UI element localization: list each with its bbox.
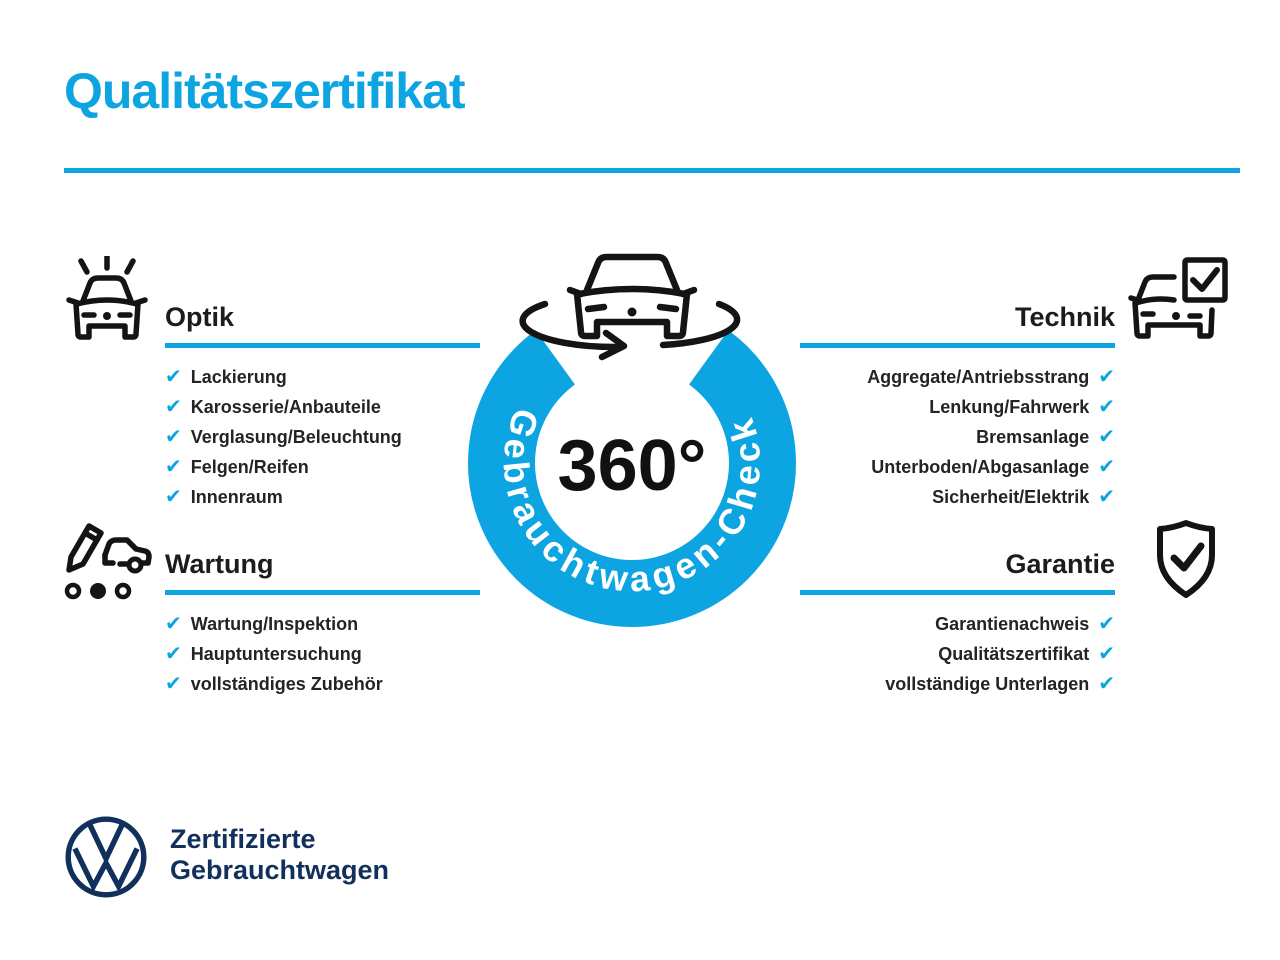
check-icon: ✔ xyxy=(165,486,182,508)
check-icon: ✔ xyxy=(1098,486,1115,508)
checklist-item: Aggregate/Antriebsstrang ✔ xyxy=(800,362,1115,392)
checklist-item-label: Lenkung/Fahrwerk xyxy=(929,397,1090,417)
check-icon: ✔ xyxy=(165,613,182,635)
check-icon: ✔ xyxy=(1098,613,1115,635)
check-icon: ✔ xyxy=(1098,643,1115,665)
car-rotation-icon xyxy=(519,253,741,361)
blue-ring xyxy=(468,330,796,627)
section-optik: Optik ✔ Lackierung ✔ Karosserie/Anbauteile… xyxy=(165,302,480,512)
check-icon: ✔ xyxy=(1098,673,1115,695)
shiny-car-icon xyxy=(66,256,148,340)
checklist-item: Lenkung/Fahrwerk ✔ xyxy=(800,392,1115,422)
checklist-item-label: Aggregate/Antriebsstrang xyxy=(867,367,1090,387)
section-wartung: Wartung ✔ Wartung/Inspektion ✔ Hauptunters… xyxy=(165,549,480,699)
section-title: Garantie xyxy=(1005,549,1115,579)
checklist-item-label: Bremsanlage xyxy=(976,427,1090,447)
checklist-item: ✔ Felgen/Reifen xyxy=(165,452,480,482)
checklist-item: Unterboden/Abgasanlage ✔ xyxy=(800,452,1115,482)
checklist-item-label: Verglasung/Beleuchtung xyxy=(190,427,402,447)
checklist-item-label: Qualitätszertifikat xyxy=(938,644,1090,664)
check-icon: ✔ xyxy=(1098,396,1115,418)
checklist-item-label: Karosserie/Anbauteile xyxy=(190,397,381,417)
section-technik: Technik Aggregate/Antriebsstrang ✔ Lenkun… xyxy=(800,302,1115,512)
section-underline xyxy=(165,590,480,595)
service-checklist-icon xyxy=(64,523,152,600)
checklist-item-label: Garantienachweis xyxy=(935,614,1090,634)
checklist-item: vollständige Unterlagen ✔ xyxy=(800,669,1115,699)
checklist-item-label: vollständiges Zubehör xyxy=(190,674,383,694)
section-title: Optik xyxy=(165,302,235,332)
checklist-item-label: Wartung/Inspektion xyxy=(190,614,359,634)
checklist-item-label: Sicherheit/Elektrik xyxy=(932,487,1090,507)
checklist-item-label: vollständige Unterlagen xyxy=(885,674,1090,694)
section-underline xyxy=(165,343,480,348)
degree-label: 360° xyxy=(558,426,707,506)
checklist-item: ✔ Innenraum xyxy=(165,482,480,512)
check-icon: ✔ xyxy=(1098,366,1115,388)
checklist-item: Qualitätszertifikat ✔ xyxy=(800,639,1115,669)
check-icon: ✔ xyxy=(165,673,182,695)
360-check-badge: Gebrauchtwagen-Check 360° xyxy=(468,253,796,627)
checklist-item-label: Unterboden/Abgasanlage xyxy=(871,457,1090,477)
car-checkbox-icon xyxy=(1128,257,1228,339)
section-underline xyxy=(800,590,1115,595)
section-garantie: Garantie Garantienachweis ✔ Qualitätszert… xyxy=(800,549,1115,699)
brand-claim-line2: Gebrauchtwagen xyxy=(170,855,390,885)
checklist-item: ✔ Hauptuntersuchung xyxy=(165,639,480,669)
check-icon: ✔ xyxy=(165,456,182,478)
checklist-item: ✔ Verglasung/Beleuchtung xyxy=(165,422,480,452)
title-rule xyxy=(64,168,1240,173)
check-icon: ✔ xyxy=(165,366,182,388)
check-icon: ✔ xyxy=(165,643,182,665)
checklist-item-label: Innenraum xyxy=(190,487,283,507)
checklist-item: Garantienachweis ✔ xyxy=(800,609,1115,639)
checklist-item: Sicherheit/Elektrik ✔ xyxy=(800,482,1115,512)
brand-claim-line1: Zertifizierte xyxy=(170,824,316,854)
section-title: Wartung xyxy=(165,549,274,579)
checklist-item-label: Hauptuntersuchung xyxy=(190,644,362,664)
checklist-item: ✔ vollständiges Zubehör xyxy=(165,669,480,699)
checklist-item: ✔ Wartung/Inspektion xyxy=(165,609,480,639)
check-icon: ✔ xyxy=(165,396,182,418)
check-icon: ✔ xyxy=(1098,456,1115,478)
checklist-item: Bremsanlage ✔ xyxy=(800,422,1115,452)
page-title: Qualitätszertifikat xyxy=(64,63,466,119)
checklist-item: ✔ Lackierung xyxy=(165,362,480,392)
checklist-item: ✔ Karosserie/Anbauteile xyxy=(165,392,480,422)
section-title: Technik xyxy=(1014,302,1115,332)
section-underline xyxy=(800,343,1115,348)
check-icon: ✔ xyxy=(165,426,182,448)
brand-claim: Zertifizierte Gebrauchtwagen xyxy=(170,824,389,886)
vw-logo-icon xyxy=(65,816,147,898)
shield-check-icon xyxy=(1157,520,1215,598)
checklist-item-label: Lackierung xyxy=(190,367,287,387)
check-icon: ✔ xyxy=(1098,426,1115,448)
checklist-item-label: Felgen/Reifen xyxy=(190,457,309,477)
